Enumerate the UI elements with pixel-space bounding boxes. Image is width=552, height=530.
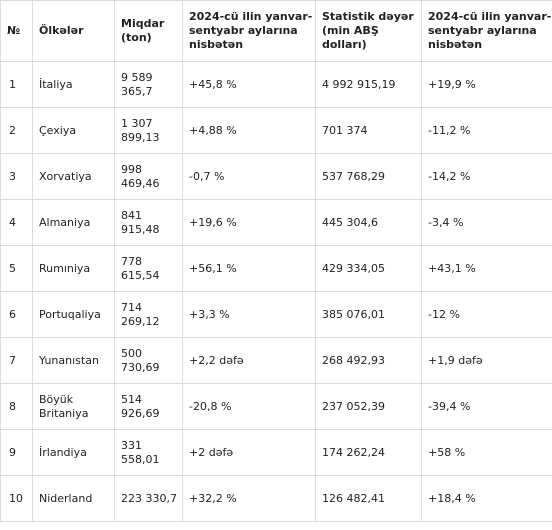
statistical-value: 701 374 — [315, 107, 422, 154]
value-change: -3,4 % — [421, 199, 552, 246]
value-change: -14,2 % — [421, 153, 552, 200]
quantity: 223 330,7 — [114, 475, 183, 522]
quantity: 778 615,54 — [114, 245, 183, 292]
value-change: +18,4 % — [421, 475, 552, 522]
quantity: 331 558,01 — [114, 429, 183, 476]
statistical-value: 174 262,24 — [315, 429, 422, 476]
header-number: № — [0, 0, 33, 62]
statistical-value: 537 768,29 — [315, 153, 422, 200]
table-row: 2 Çexiya 1 307 899,13 +4,88 % 701 374 -11,2 % — [0, 107, 552, 154]
quantity: 1 307 899,13 — [114, 107, 183, 154]
row-number: 4 — [0, 199, 33, 246]
statistical-value: 4 992 915,19 — [315, 61, 422, 108]
quantity-change: +56,1 % — [182, 245, 316, 292]
row-number: 8 — [0, 383, 33, 430]
row-number: 6 — [0, 291, 33, 338]
statistical-value: 126 482,41 — [315, 475, 422, 522]
country-name: Rumıniya — [32, 245, 115, 292]
quantity: 514 926,69 — [114, 383, 183, 430]
quantity-change: +3,3 % — [182, 291, 316, 338]
quantity: 9 589 365,7 — [114, 61, 183, 108]
statistical-value: 429 334,05 — [315, 245, 422, 292]
table-row: 7 Yunanıstan 500 730,69 +2,2 dəfə 268 492,93… — [0, 337, 552, 384]
country-name: İrlandiya — [32, 429, 115, 476]
value-change: -11,2 % — [421, 107, 552, 154]
row-number: 10 — [0, 475, 33, 522]
table-row: 8 Böyük Britaniya 514 926,69 -20,8 % 237 052… — [0, 383, 552, 430]
quantity-change: +4,88 % — [182, 107, 316, 154]
row-number: 7 — [0, 337, 33, 384]
table-row: 1 İtaliya 9 589 365,7 +45,8 % 4 992 915,19 +1… — [0, 61, 552, 108]
value-change: +43,1 % — [421, 245, 552, 292]
header-value-change: 2024-cü ilin yanvar-sentyabr aylarına ni… — [421, 0, 552, 62]
quantity-change: -20,8 % — [182, 383, 316, 430]
country-name: Almaniya — [32, 199, 115, 246]
statistical-value: 237 052,39 — [315, 383, 422, 430]
header-countries: Ölkələr — [32, 0, 115, 62]
value-change: -39,4 % — [421, 383, 552, 430]
statistical-value: 385 076,01 — [315, 291, 422, 338]
table-row: 4 Almaniya 841 915,48 +19,6 % 445 304,6 -3,4 … — [0, 199, 552, 246]
header-quantity-change: 2024-cü ilin yanvar-sentyabr aylarına ni… — [182, 0, 316, 62]
country-name: Yunanıstan — [32, 337, 115, 384]
table-row: 9 İrlandiya 331 558,01 +2 dəfə 174 262,24 +58… — [0, 429, 552, 476]
header-quantity: Miqdar (ton) — [114, 0, 183, 62]
table-header-row: № Ölkələr Miqdar (ton) 2024-cü ilin yanv… — [0, 0, 552, 62]
statistical-value: 268 492,93 — [315, 337, 422, 384]
table-row: 10 Niderland 223 330,7 +32,2 % 126 482,41 +18… — [0, 475, 552, 522]
quantity-change: +2 dəfə — [182, 429, 316, 476]
table-body: 1 İtaliya 9 589 365,7 +45,8 % 4 992 915,19 +1… — [0, 61, 552, 522]
value-change: -12 % — [421, 291, 552, 338]
row-number: 5 — [0, 245, 33, 292]
row-number: 2 — [0, 107, 33, 154]
header-statistical-value: Statistik dəyər (min ABŞ dolları) — [315, 0, 422, 62]
country-name: Niderland — [32, 475, 115, 522]
quantity: 714 269,12 — [114, 291, 183, 338]
table-row: 3 Xorvatiya 998 469,46 -0,7 % 537 768,29 -14,… — [0, 153, 552, 200]
quantity-change: -0,7 % — [182, 153, 316, 200]
table-row: 5 Rumıniya 778 615,54 +56,1 % 429 334,05 +43,… — [0, 245, 552, 292]
country-name: Böyük Britaniya — [32, 383, 115, 430]
quantity-change: +45,8 % — [182, 61, 316, 108]
country-name: Çexiya — [32, 107, 115, 154]
row-number: 1 — [0, 61, 33, 108]
quantity-change: +32,2 % — [182, 475, 316, 522]
quantity: 998 469,46 — [114, 153, 183, 200]
value-change: +19,9 % — [421, 61, 552, 108]
quantity-change: +19,6 % — [182, 199, 316, 246]
value-change: +1,9 dəfə — [421, 337, 552, 384]
table-row: 6 Portuqaliya 714 269,12 +3,3 % 385 076,01 -1… — [0, 291, 552, 338]
country-name: Portuqaliya — [32, 291, 115, 338]
quantity: 500 730,69 — [114, 337, 183, 384]
value-change: +58 % — [421, 429, 552, 476]
country-name: Xorvatiya — [32, 153, 115, 200]
row-number: 3 — [0, 153, 33, 200]
country-name: İtaliya — [32, 61, 115, 108]
quantity-change: +2,2 dəfə — [182, 337, 316, 384]
row-number: 9 — [0, 429, 33, 476]
statistical-value: 445 304,6 — [315, 199, 422, 246]
quantity: 841 915,48 — [114, 199, 183, 246]
